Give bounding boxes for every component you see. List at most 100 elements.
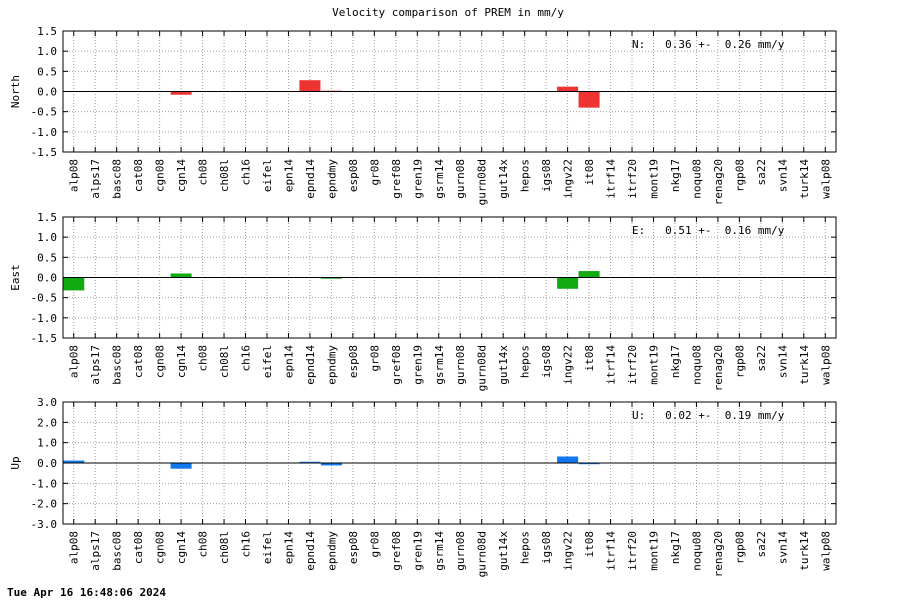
x-tick-label: sa22: [755, 345, 768, 372]
x-tick-label: basc08: [111, 531, 124, 571]
x-tick-label: renag20: [712, 159, 725, 205]
x-tick-label: gr08: [368, 345, 381, 372]
x-tick-label: gurn08d: [476, 159, 489, 205]
x-tick-label: igs08: [540, 531, 553, 564]
bar-alp08: [63, 460, 85, 463]
y-tick-label: 0.5: [37, 251, 57, 264]
x-tick-label: itrf20: [626, 531, 639, 571]
y-tick-label: -1.0: [31, 312, 58, 325]
x-tick-label: gren19: [411, 531, 424, 571]
bar-alp08: [63, 277, 85, 291]
x-tick-label: noqu08: [690, 159, 703, 199]
x-tick-label: ch08l: [218, 159, 231, 192]
x-tick-label: noqu08: [690, 345, 703, 385]
x-tick-label: hepos: [519, 531, 532, 564]
x-tick-label: cgn14: [175, 159, 188, 192]
bar-cgn14: [170, 91, 192, 95]
panel-up: 3.0 2.0 1.0 0.0 -1.0 -2.0 -3.0 U: 0.02 +- 0.19 …: [9, 396, 837, 577]
x-tick-label: esp08: [347, 345, 360, 378]
x-tick-label: svn14: [776, 345, 789, 378]
y-tick-label: 1.5: [37, 211, 57, 224]
x-tick-label: noqu08: [690, 531, 703, 571]
x-tick-label: cgn08: [154, 345, 167, 378]
bar-ingv22: [557, 456, 579, 463]
x-tick-label: ch16: [240, 159, 253, 186]
x-tick-label: turk14: [798, 531, 811, 571]
x-tick-label: alps17: [89, 345, 102, 385]
x-tick-label: renag20: [712, 531, 725, 577]
chart-title: Velocity comparison of PREM in mm/y: [332, 6, 564, 19]
y-axis-label: Up: [9, 456, 22, 469]
x-tick-label: cat08: [132, 345, 145, 378]
x-tick-label: cgn08: [154, 531, 167, 564]
y-axis-label: North: [9, 75, 22, 108]
x-tick-label: gref08: [390, 159, 403, 199]
y-tick-label: -1.5: [31, 146, 58, 159]
x-tick-label: nkg17: [669, 345, 682, 378]
x-tick-label: ingv22: [562, 531, 575, 571]
x-tick-label: renag20: [712, 345, 725, 391]
x-tick-label: walp08: [819, 345, 832, 385]
x-tick-label: cgn14: [175, 345, 188, 378]
x-tick-label: gurn08d: [476, 345, 489, 391]
x-tick-label: eifel: [261, 531, 274, 564]
x-tick-label: cat08: [132, 159, 145, 192]
x-tick-label: epnd14: [304, 345, 317, 385]
x-tick-label: gurn08: [454, 159, 467, 199]
x-tick-label: epndmy: [325, 531, 338, 571]
y-tick-label: 1.0: [37, 45, 57, 58]
panel-north: 1.5 1.0 0.5 0.0 -0.5 -1.0 -1.5 N: 0.36 +- 0.26 …: [9, 25, 837, 205]
x-tick-label: rgp08: [733, 345, 746, 378]
x-tick-label: cgn14: [175, 531, 188, 564]
bar-ingv22: [557, 277, 579, 289]
x-tick-label: nkg17: [669, 159, 682, 192]
y-tick-label: 3.0: [37, 396, 57, 409]
x-tick-label: nkg17: [669, 531, 682, 564]
y-tick-label: -0.5: [31, 106, 58, 119]
x-tick-label: gren19: [411, 159, 424, 199]
x-tick-label: ch16: [240, 345, 253, 372]
x-tick-label: itrf14: [605, 531, 618, 571]
y-tick-label: -1.5: [31, 332, 58, 345]
x-tick-label: eifel: [261, 345, 274, 378]
x-tick-label: ch08l: [218, 531, 231, 564]
x-tick-label: ch08l: [218, 345, 231, 378]
x-tick-label: gut14x: [497, 531, 510, 571]
stat-annotation: U: 0.02 +- 0.19 mm/y: [632, 409, 785, 422]
y-tick-label: 1.0: [37, 231, 57, 244]
stat-annotation: E: 0.51 +- 0.16 mm/y: [632, 224, 785, 237]
x-tick-label: cat08: [132, 531, 145, 564]
plot-frame: [62, 30, 837, 153]
x-tick-label: ch08: [197, 531, 210, 558]
y-tick-label: -1.0: [31, 477, 58, 490]
x-tick-label: epnd14: [304, 159, 317, 199]
stat-annotation: N: 0.36 +- 0.26 mm/y: [632, 38, 785, 51]
panel-east: 1.5 1.0 0.5 0.0 -0.5 -1.0 -1.5 E: 0.51 +- 0.16 …: [9, 211, 837, 391]
x-tick-label: ingv22: [562, 345, 575, 385]
y-tick-label: -1.0: [31, 126, 58, 139]
x-tick-label: hepos: [519, 345, 532, 378]
bar-it08: [578, 271, 600, 278]
x-tick-label: gref08: [390, 345, 403, 385]
x-tick-label: mont19: [647, 531, 660, 571]
x-tick-label: gurn08d: [476, 531, 489, 577]
footer-timestamp: Tue Apr 16 16:48:06 2024: [7, 586, 166, 599]
y-tick-label: 0.0: [37, 457, 57, 470]
x-tick-label: alps17: [89, 531, 102, 571]
x-tick-label: epnd14: [304, 531, 317, 571]
x-tick-label: epndmy: [325, 159, 338, 199]
x-tick-label: basc08: [111, 159, 124, 199]
x-tick-label: ch16: [240, 531, 253, 558]
x-tick-label: itrf20: [626, 345, 639, 385]
bar-epndmy: [320, 277, 342, 279]
x-tick-label: igs08: [540, 159, 553, 192]
y-tick-label: 1.5: [37, 25, 57, 38]
x-tick-label: mont19: [647, 345, 660, 385]
bar-epnd14: [299, 80, 321, 92]
plot-frame: [62, 216, 837, 339]
y-tick-label: 2.0: [37, 416, 57, 429]
x-tick-label: gr08: [368, 531, 381, 558]
y-tick-label: 1.0: [37, 437, 57, 450]
x-tick-label: gurn08: [454, 345, 467, 385]
